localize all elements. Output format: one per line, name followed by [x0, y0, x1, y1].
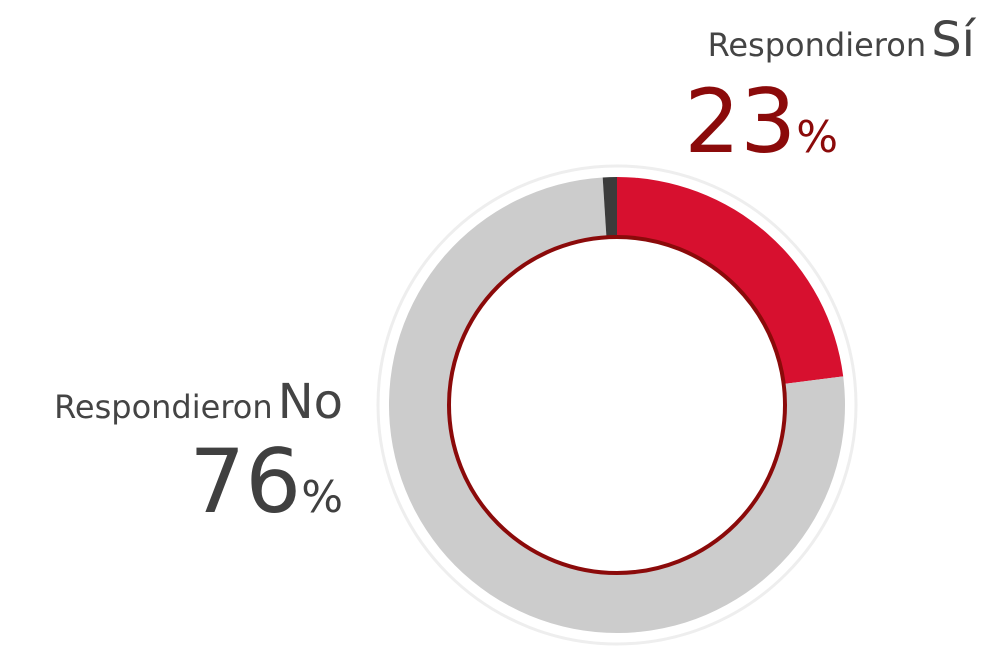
slice	[602, 177, 617, 246]
value-label: 76	[189, 430, 301, 533]
category-label: No	[278, 374, 343, 430]
value-label-si: 23%	[684, 70, 838, 173]
unit: %	[301, 472, 343, 523]
label-no: Respondieron No	[54, 374, 343, 430]
outer-ring	[376, 164, 858, 646]
value-label-no: 76%	[189, 430, 343, 533]
label-prefix: Respondieron	[54, 388, 273, 426]
label-prefix: Respondieron	[708, 26, 927, 64]
category-label: Sí	[931, 12, 976, 68]
inner-circle	[447, 235, 787, 575]
value-label: 23	[684, 70, 796, 173]
label-si: Respondieron Sí	[708, 12, 977, 68]
unit: %	[796, 112, 838, 163]
